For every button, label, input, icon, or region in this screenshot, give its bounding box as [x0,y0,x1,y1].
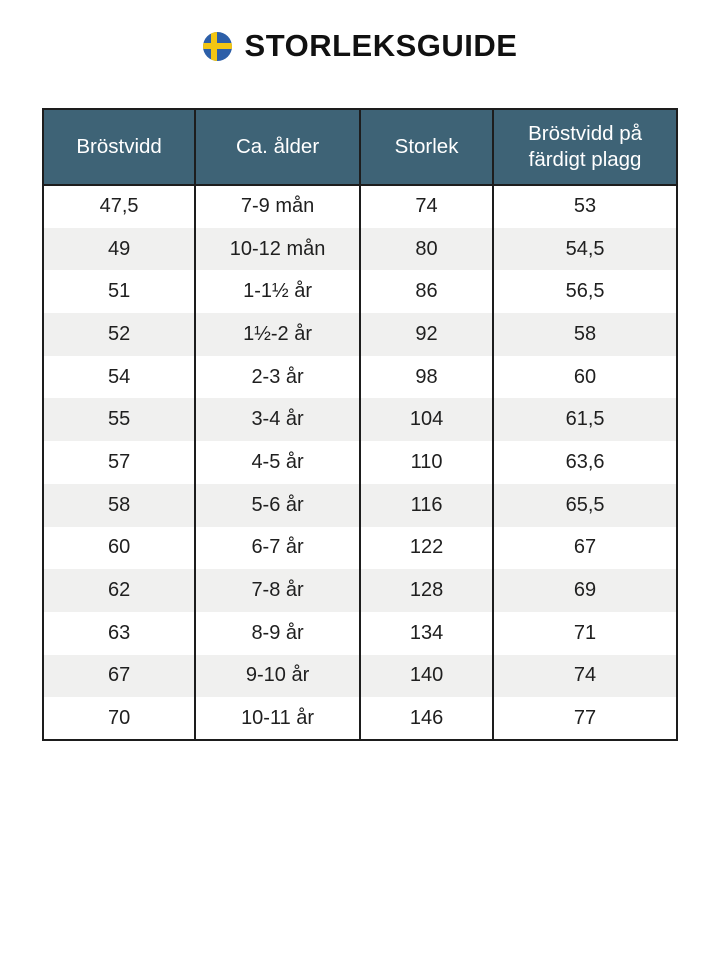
table-row: 67 9-10 år 140 74 [43,654,677,698]
table-cell: 70 [43,697,197,740]
table-cell: 116 [359,483,495,527]
table-cell: 4-5 år [195,441,361,484]
table-cell: 60 [573,365,597,388]
table-cell: 98 [359,355,495,399]
table-row: 63 8-9 år 134 71 [43,611,677,655]
table-cell: 2-3 år [195,355,361,399]
table-cell: 51 [43,270,197,314]
table-cell: 104 [359,398,495,442]
column-header-brostvidd: Bröstvidd [43,109,197,186]
table-cell: 71 [573,621,597,644]
table-cell: 67 [573,536,597,559]
table-row: 52 1½-2 år 92 58 [43,313,677,356]
table-row: 57 4-5 år 110 63,6 [43,441,677,484]
column-header-ca-alder: Ca. ålder [195,109,361,186]
table-cell: 58 [493,313,677,356]
table-cell: 7-9 mån [195,185,361,228]
table-cell: 74 [493,654,677,698]
table-cell: 140 [359,654,495,698]
table-cell: 63 [43,611,197,655]
table-cell: 63,6 [565,450,605,473]
table-cell: 122 [359,526,495,570]
table-cell: 60 [43,526,197,570]
table-cell: 58 [43,483,197,527]
table-cell: 8-9 år [195,611,361,655]
table-cell: 10-11 år [195,697,361,740]
table-row: 49 10-12 mån 80 54,5 [43,227,677,271]
table-cell: 3-4 år [195,398,361,442]
table-cell: 92 [359,313,495,356]
table-row: 60 6-7 år 122 67 [43,526,677,570]
table-cell: 54 [43,355,197,399]
table-cell: 7-8 år [195,569,361,612]
table-cell: 128 [359,569,495,612]
table-cell: 134 [359,611,495,655]
table-cell: 6-7 år [195,526,361,570]
swedish-flag-icon [202,31,232,61]
table-cell: 56,5 [565,280,605,303]
column-header-storlek: Storlek [359,109,495,186]
table-row: 51 1-1½ år 86 56,5 [43,270,677,314]
table-cell: 47,5 [43,185,197,228]
table-row: 47,5 7-9 mån 74 53 [43,185,677,228]
table-cell: 86 [359,270,495,314]
flag-cross-horizontal [202,42,232,50]
table-cell: 54,5 [493,227,677,271]
size-guide-table: Bröstvidd Ca. ålder Storlek Bröstvidd på… [42,108,678,741]
table-cell: 67 [43,654,197,698]
table-cell: 69 [493,569,677,612]
table-row: 62 7-8 år 128 69 [43,569,677,612]
size-guide-table-wrapper: Bröstvidd Ca. ålder Storlek Bröstvidd på… [42,108,678,741]
table-cell: 57 [43,441,197,484]
title-bar: STORLEKSGUIDE [0,28,720,64]
table-row: 58 5-6 år 116 65,5 [43,483,677,527]
table-header-row: Bröstvidd Ca. ålder Storlek Bröstvidd på… [43,109,677,186]
table-cell: 10-12 mån [195,227,361,271]
table-cell: 1½-2 år [195,313,361,356]
table-cell: 5-6 år [195,483,361,527]
table-cell: 110 [359,441,495,484]
table-row: 55 3-4 år 104 61,5 [43,398,677,442]
table-cell: 9-10 år [195,654,361,698]
table-cell: 55 [43,398,197,442]
table-cell: 53 [573,195,597,218]
table-cell: 1-1½ år [195,270,361,314]
table-cell: 80 [359,227,495,271]
table-cell: 52 [43,313,197,356]
table-row: 70 10-11 år 146 77 [43,697,677,740]
table-cell: 146 [359,697,495,740]
column-header-brostvidd-fardigt-plagg: Bröstvidd på färdigt plagg [493,109,677,186]
table-row: 54 2-3 år 98 60 [43,355,677,399]
table-cell: 49 [43,227,197,271]
page-title: STORLEKSGUIDE [244,28,518,63]
table-cell: 65,5 [493,483,677,527]
table-cell: 61,5 [493,398,677,442]
table-cell: 62 [43,569,197,612]
table-cell: 74 [359,185,495,228]
table-cell: 77 [573,706,597,729]
